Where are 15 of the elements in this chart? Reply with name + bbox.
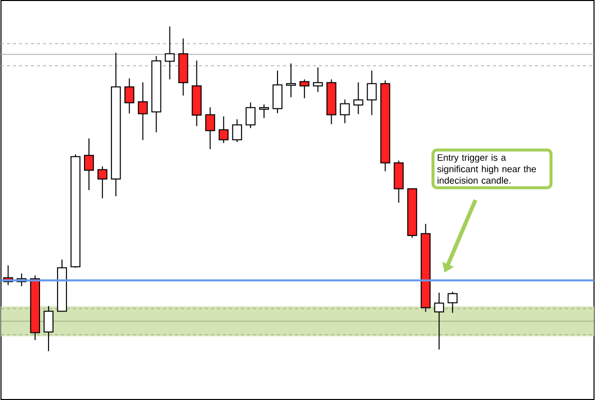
candlestick	[434, 292, 444, 350]
candlestick	[192, 60, 202, 127]
candlestick	[286, 62, 296, 98]
candlestick	[420, 223, 431, 312]
candlestick	[353, 82, 364, 115]
candlestick	[84, 138, 94, 191]
candlestick	[178, 38, 188, 96]
candlestick	[164, 26, 175, 80]
candlestick	[124, 78, 134, 114]
candlestick	[110, 52, 121, 197]
annotation: Entry trigger is a significant high near the indecision candle.	[437, 154, 536, 184]
candlestick	[366, 70, 377, 116]
candlestick	[151, 56, 162, 133]
candlestick	[138, 82, 148, 141]
candlestick	[205, 106, 216, 150]
